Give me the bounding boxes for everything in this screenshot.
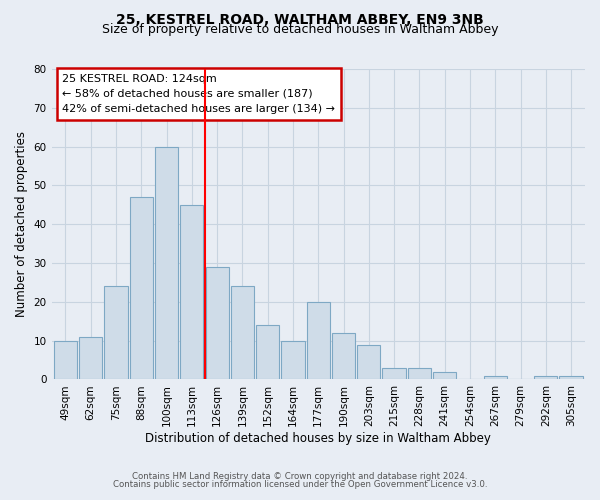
Bar bbox=[206, 267, 229, 380]
Bar bbox=[54, 340, 77, 380]
Bar bbox=[332, 333, 355, 380]
Bar bbox=[79, 337, 103, 380]
Bar bbox=[130, 197, 153, 380]
Bar bbox=[357, 344, 380, 380]
Bar bbox=[180, 205, 203, 380]
Text: 25 KESTREL ROAD: 124sqm
← 58% of detached houses are smaller (187)
42% of semi-d: 25 KESTREL ROAD: 124sqm ← 58% of detache… bbox=[62, 74, 335, 114]
Bar bbox=[281, 340, 305, 380]
X-axis label: Distribution of detached houses by size in Waltham Abbey: Distribution of detached houses by size … bbox=[145, 432, 491, 445]
Bar bbox=[155, 146, 178, 380]
Bar bbox=[433, 372, 457, 380]
Text: Size of property relative to detached houses in Waltham Abbey: Size of property relative to detached ho… bbox=[102, 22, 498, 36]
Bar bbox=[408, 368, 431, 380]
Bar bbox=[231, 286, 254, 380]
Bar bbox=[382, 368, 406, 380]
Bar bbox=[559, 376, 583, 380]
Text: Contains HM Land Registry data © Crown copyright and database right 2024.: Contains HM Land Registry data © Crown c… bbox=[132, 472, 468, 481]
Bar bbox=[484, 376, 507, 380]
Bar bbox=[104, 286, 128, 380]
Bar bbox=[256, 325, 280, 380]
Text: Contains public sector information licensed under the Open Government Licence v3: Contains public sector information licen… bbox=[113, 480, 487, 489]
Text: 25, KESTREL ROAD, WALTHAM ABBEY, EN9 3NB: 25, KESTREL ROAD, WALTHAM ABBEY, EN9 3NB bbox=[116, 12, 484, 26]
Bar bbox=[307, 302, 330, 380]
Y-axis label: Number of detached properties: Number of detached properties bbox=[15, 131, 28, 317]
Bar bbox=[534, 376, 557, 380]
